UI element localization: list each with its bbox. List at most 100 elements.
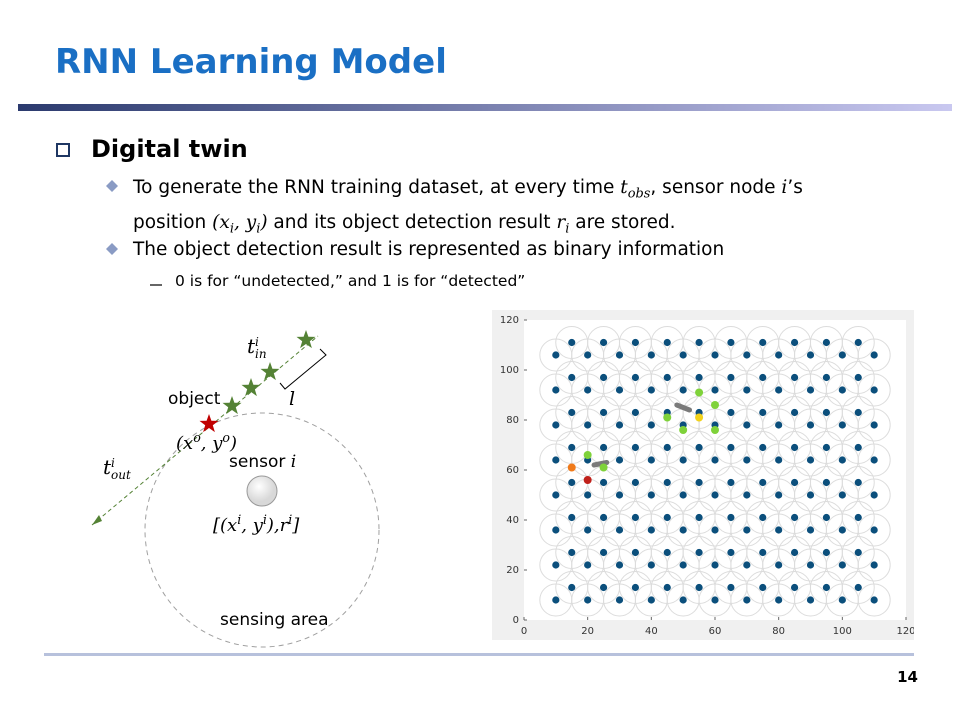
sensor-node bbox=[743, 386, 751, 394]
sensor-node bbox=[679, 491, 687, 499]
sensor-node bbox=[870, 596, 878, 604]
sensing-range bbox=[857, 373, 891, 407]
x-tick-label: 40 bbox=[645, 626, 658, 637]
sensor-node bbox=[838, 351, 846, 359]
object-label: object bbox=[168, 389, 221, 409]
sensor-node bbox=[743, 351, 751, 359]
math: ( bbox=[212, 211, 220, 233]
sensor-node bbox=[870, 351, 878, 359]
math: obs bbox=[627, 186, 651, 202]
sensor-node bbox=[838, 491, 846, 499]
sensor-node bbox=[631, 373, 640, 382]
sensor-node bbox=[838, 421, 846, 429]
star bbox=[260, 362, 280, 381]
sensor-node bbox=[599, 373, 608, 382]
math: t bbox=[247, 334, 256, 358]
math: r bbox=[279, 515, 289, 536]
sensor-node bbox=[663, 373, 671, 382]
sensor-node bbox=[647, 386, 655, 394]
math: i bbox=[237, 512, 242, 527]
sensor-node bbox=[679, 386, 687, 394]
sensor-node bbox=[663, 513, 671, 522]
sensor-node bbox=[854, 478, 862, 487]
sensor-node bbox=[663, 548, 671, 557]
math: o bbox=[193, 430, 201, 445]
sensor-node bbox=[568, 513, 576, 522]
star bbox=[222, 396, 242, 415]
sensor-node bbox=[838, 596, 846, 604]
sensor-node bbox=[584, 596, 592, 604]
sensor-node bbox=[743, 561, 751, 569]
sensor-node bbox=[759, 548, 767, 557]
y-tick-label: 80 bbox=[506, 415, 519, 426]
sensor-node bbox=[775, 491, 783, 499]
math: , bbox=[241, 515, 253, 536]
sensor-node bbox=[727, 513, 735, 522]
math: ) bbox=[260, 211, 268, 233]
math: i bbox=[255, 335, 259, 349]
sub-bullet-text: 0 is for “undetected,” and 1 is for “det… bbox=[175, 272, 526, 290]
math: out bbox=[111, 468, 131, 482]
sensor-node bbox=[568, 373, 576, 382]
sensor-node bbox=[568, 408, 576, 417]
math: ] bbox=[292, 515, 300, 536]
x-tick-label: 0 bbox=[521, 626, 527, 637]
sensor-node bbox=[806, 596, 815, 604]
math: ( bbox=[176, 433, 184, 454]
sensor-node bbox=[631, 443, 640, 452]
detecting-node bbox=[711, 426, 719, 434]
sensor-node bbox=[838, 561, 846, 569]
sensor-node bbox=[822, 583, 831, 592]
sensor-node bbox=[790, 408, 799, 417]
sensor-node bbox=[552, 456, 560, 464]
sensor-node bbox=[822, 338, 831, 347]
sensing-range bbox=[857, 338, 891, 372]
sensing-range bbox=[857, 443, 891, 477]
sensing-range bbox=[857, 548, 891, 582]
sensor-node bbox=[759, 338, 767, 347]
page-number: 14 bbox=[897, 668, 918, 686]
sensor-plot: 0 20 40 60 80 100 120 0 20 40 60 80 100 120 bbox=[492, 310, 914, 640]
text: sensor bbox=[229, 452, 291, 472]
sensor-node bbox=[806, 491, 815, 499]
sensor-node bbox=[822, 478, 831, 487]
sensor-node bbox=[568, 548, 576, 557]
text: and its object detection result bbox=[267, 211, 557, 233]
length-label: l bbox=[289, 388, 296, 410]
sensor-node bbox=[759, 443, 767, 452]
sensor-node bbox=[775, 421, 783, 429]
sensor-node bbox=[631, 478, 640, 487]
sensing-area bbox=[144, 412, 380, 648]
diamond-bullet bbox=[106, 180, 118, 192]
text: ’s position bbox=[133, 177, 803, 233]
sensing-range bbox=[857, 583, 891, 617]
math: [( bbox=[213, 515, 228, 536]
sensor-node bbox=[647, 456, 655, 464]
sensor-node bbox=[568, 443, 576, 452]
sensor-node bbox=[568, 478, 576, 487]
sensor-node bbox=[552, 421, 560, 429]
sensor-node bbox=[854, 443, 862, 452]
y-tick-label: 120 bbox=[500, 315, 519, 326]
sensor-node bbox=[775, 526, 783, 534]
sensor-node bbox=[663, 443, 671, 452]
sensor-node bbox=[568, 583, 576, 592]
sensor-node bbox=[615, 526, 624, 534]
sensor-node bbox=[615, 421, 624, 429]
sensor-node bbox=[727, 548, 735, 557]
sensor-node bbox=[584, 421, 592, 429]
sensor-node bbox=[806, 456, 815, 464]
math: i bbox=[781, 177, 788, 198]
x-tick-label: 100 bbox=[833, 626, 852, 637]
math: , bbox=[200, 433, 213, 454]
sensor-node bbox=[759, 408, 767, 417]
sensor-node bbox=[870, 456, 878, 464]
sensor-node bbox=[679, 456, 687, 464]
sensor-node bbox=[870, 386, 878, 394]
detecting-node bbox=[567, 463, 576, 472]
sensor-node bbox=[759, 513, 767, 522]
sensor-node bbox=[822, 513, 831, 522]
script: i in bbox=[255, 336, 267, 360]
sensor-node bbox=[246, 475, 278, 507]
sensor-node bbox=[631, 548, 640, 557]
